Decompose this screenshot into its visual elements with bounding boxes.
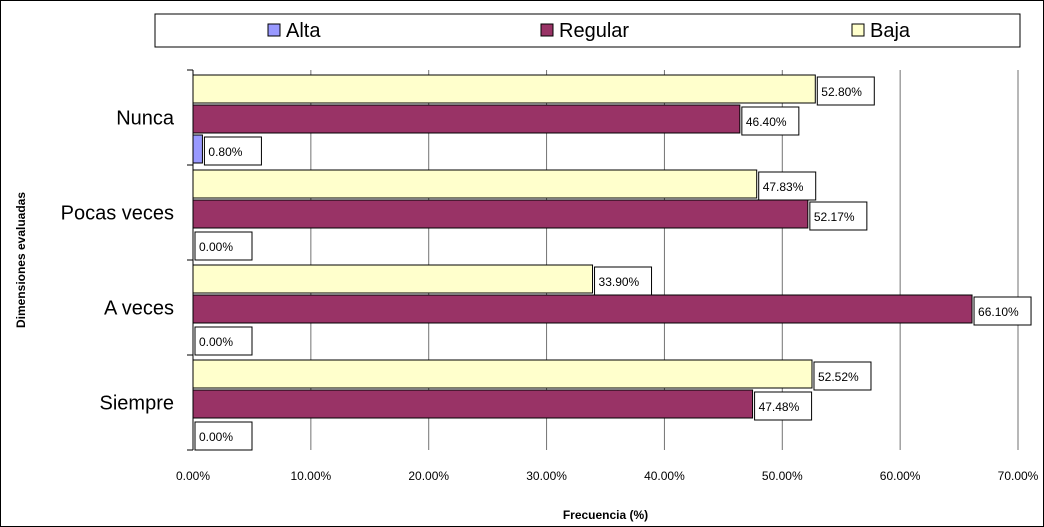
x-tick-label: 40.00%	[644, 469, 685, 483]
legend-box	[154, 13, 1021, 48]
data-label-box	[754, 391, 813, 421]
data-label: 47.83%	[763, 180, 804, 194]
axes: 0.00% 10.00% 20.00% 30.00% 40.00% 50.00% 60.00…	[61, 69, 1039, 483]
legend-swatch-regular	[540, 23, 554, 37]
data-label-box	[194, 326, 253, 356]
data-label: 47.48%	[759, 400, 800, 414]
bar-alta	[192, 134, 203, 164]
x-tick-label: 60.00%	[880, 469, 921, 483]
x-tick-label: 50.00%	[762, 469, 803, 483]
bar-baja	[192, 359, 813, 389]
data-labels: 52.80% 46.40% 0.80% 47.83% 52.17% 0.00% 33.90%…	[194, 76, 1032, 451]
x-tick-label: 70.00%	[998, 469, 1039, 483]
data-label: 52.17%	[814, 210, 855, 224]
data-label-box	[813, 361, 872, 391]
bar-baja	[192, 169, 758, 199]
bar-baja	[192, 264, 594, 294]
legend: Alta Regular Baja	[154, 13, 1021, 48]
category-label: Pocas veces	[61, 203, 174, 225]
data-label: 46.40%	[746, 115, 787, 129]
data-label-box	[594, 266, 653, 296]
x-tick-label: 20.00%	[408, 469, 449, 483]
data-label-box	[194, 231, 253, 261]
legend-swatch-alta	[267, 23, 281, 37]
data-label: 52.80%	[821, 85, 862, 99]
data-label: 0.00%	[199, 240, 233, 254]
data-label-box	[973, 296, 1032, 326]
bar-baja	[192, 74, 816, 104]
category-label: A veces	[104, 298, 174, 320]
data-label-box	[816, 76, 875, 106]
bar-regular	[192, 294, 973, 324]
data-label-box	[194, 421, 253, 451]
data-label: 33.90%	[599, 275, 640, 289]
x-tick-label: 30.00%	[526, 469, 567, 483]
bars	[192, 74, 973, 419]
legend-label-alta: Alta	[286, 20, 321, 42]
bar-regular	[192, 389, 754, 419]
bar-regular	[192, 104, 741, 134]
legend-label-baja: Baja	[870, 20, 911, 42]
legend-label-regular: Regular	[559, 20, 629, 42]
data-label-box	[741, 106, 800, 136]
data-label: 0.80%	[208, 145, 242, 159]
legend-swatch-baja	[851, 23, 865, 37]
data-label: 66.10%	[978, 305, 1019, 319]
category-label: Siempre	[100, 393, 174, 415]
x-axis-title: Frecuencia (%)	[563, 508, 648, 522]
data-label: 0.00%	[199, 430, 233, 444]
y-axis-title: Dimensiones evaluadas	[14, 192, 28, 328]
category-label: Nunca	[116, 108, 175, 130]
data-label: 52.52%	[818, 370, 859, 384]
data-label-box	[809, 201, 868, 231]
x-tick-label: 0.00%	[176, 469, 210, 483]
bar-regular	[192, 199, 809, 229]
data-label: 0.00%	[199, 335, 233, 349]
data-label-box	[203, 136, 262, 166]
x-tick-label: 10.00%	[291, 469, 332, 483]
data-label-box	[758, 171, 817, 201]
